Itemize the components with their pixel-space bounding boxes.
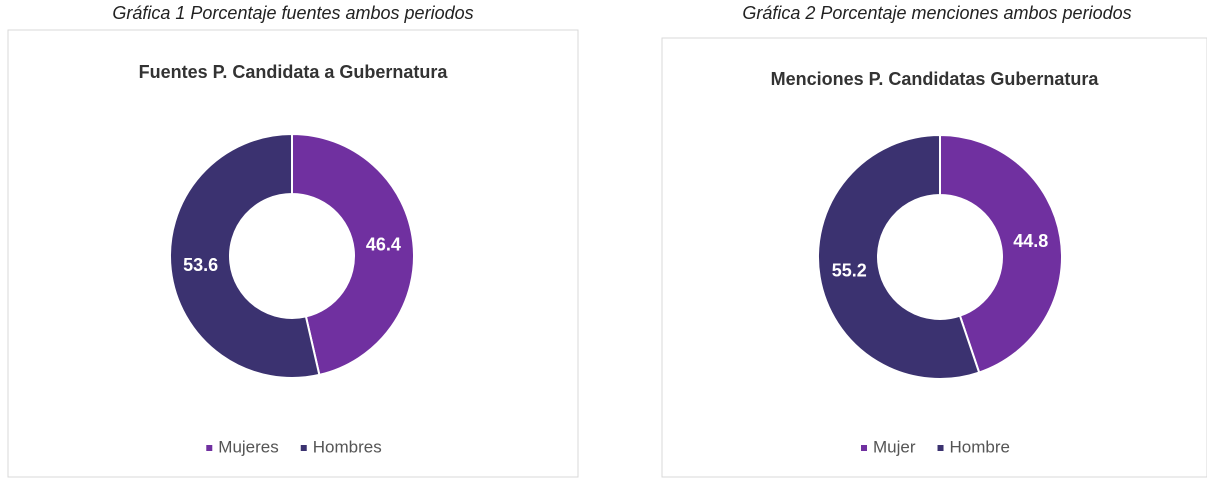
legend: Mujer Hombre — [861, 437, 1010, 456]
donut-slice — [939, 133, 1063, 374]
data-label: 46.4 — [366, 234, 401, 254]
data-label: 44.8 — [1013, 231, 1048, 251]
donut-slice — [168, 132, 321, 379]
legend-label: Mujeres — [218, 437, 278, 456]
donut-slice — [817, 133, 981, 380]
data-label: 55.2 — [832, 261, 867, 281]
data-label: 53.6 — [183, 255, 218, 275]
legend-label: Hombre — [950, 437, 1010, 456]
legend-marker — [300, 445, 307, 451]
donut-slice — [291, 132, 415, 377]
chart-frame — [661, 37, 1207, 478]
chart-title: Menciones P. Candidatas Gubernatura — [771, 69, 1100, 89]
legend-label: Hombres — [313, 437, 382, 456]
legend-marker — [937, 445, 944, 451]
legend: Mujeres Hombres — [206, 437, 382, 456]
legend-marker — [206, 445, 213, 451]
legend-label: Mujer — [873, 437, 916, 456]
caption: Gráfica 1 Porcentaje fuentes ambos perio… — [112, 3, 473, 23]
legend-marker — [861, 445, 868, 451]
chart-frame — [7, 29, 579, 478]
chart-title: Fuentes P. Candidata a Gubernatura — [139, 62, 449, 82]
caption: Gráfica 2 Porcentaje menciones ambos per… — [742, 3, 1131, 23]
